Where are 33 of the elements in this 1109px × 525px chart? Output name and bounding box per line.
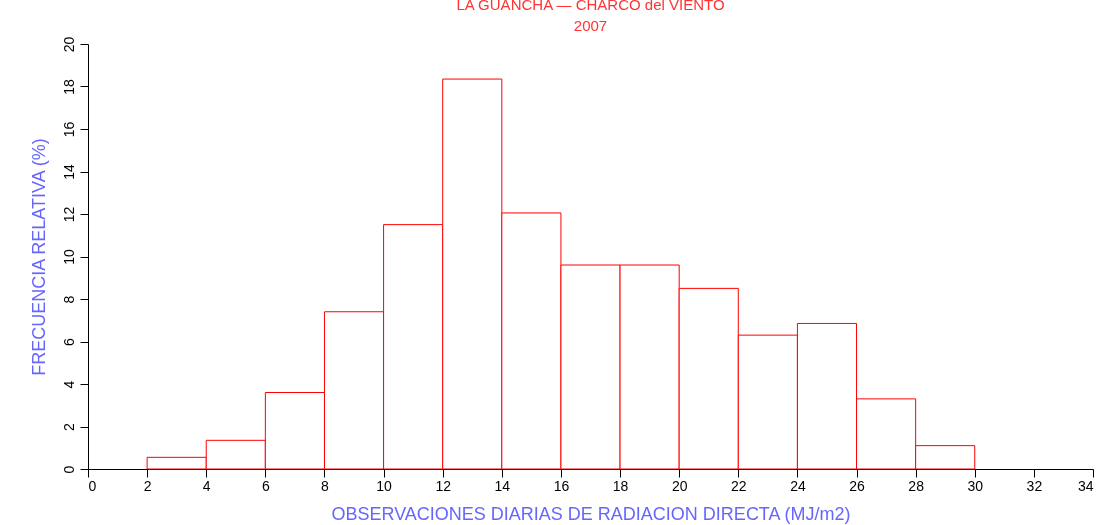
x-tick-label: 14 [494, 477, 511, 494]
y-tick-label: 2 [60, 422, 77, 431]
x-tick-label: 34 [1077, 477, 1094, 494]
x-tick-label: 2 [143, 477, 152, 494]
x-tick-label: 16 [553, 477, 570, 494]
y-tick-label: 4 [60, 380, 77, 389]
y-tick-label: 10 [60, 249, 77, 265]
x-tick-label: 20 [671, 477, 688, 494]
x-tick-label: 18 [612, 477, 629, 494]
y-tick-label: 6 [60, 337, 77, 346]
y-tick-label: 12 [60, 206, 77, 223]
chart-subtitle: 2007 [573, 17, 608, 35]
y-tick-label: 14 [60, 164, 77, 180]
x-tick-label: 28 [908, 477, 925, 494]
x-tick-label: 30 [967, 477, 984, 494]
y-tick-label: 0 [60, 465, 77, 474]
x-tick-label: 12 [435, 477, 452, 494]
x-tick-label: 8 [321, 477, 330, 494]
x-tick-label: 10 [376, 477, 393, 494]
y-tick-label: 8 [60, 295, 77, 304]
chart-title: LA GUANCHA — CHARCO del VIENTO [456, 0, 725, 14]
x-tick-label: 4 [202, 477, 211, 494]
y-axis-title: FRECUENCIA RELATIVA (%) [28, 138, 49, 376]
y-tick-label: 20 [60, 36, 77, 53]
y-tick-label: 16 [60, 121, 77, 138]
y-tick-label: 18 [60, 79, 77, 95]
x-tick-label: 22 [731, 477, 747, 494]
x-tick-label: 0 [88, 477, 97, 494]
x-tick-label: 26 [849, 477, 866, 494]
x-axis-title: OBSERVACIONES DIARIAS DE RADIACION DIRECTA (MJ/m2) [331, 503, 851, 524]
x-tick-label: 24 [790, 477, 806, 494]
x-tick-label: 6 [261, 477, 270, 494]
x-tick-label: 32 [1026, 477, 1043, 494]
